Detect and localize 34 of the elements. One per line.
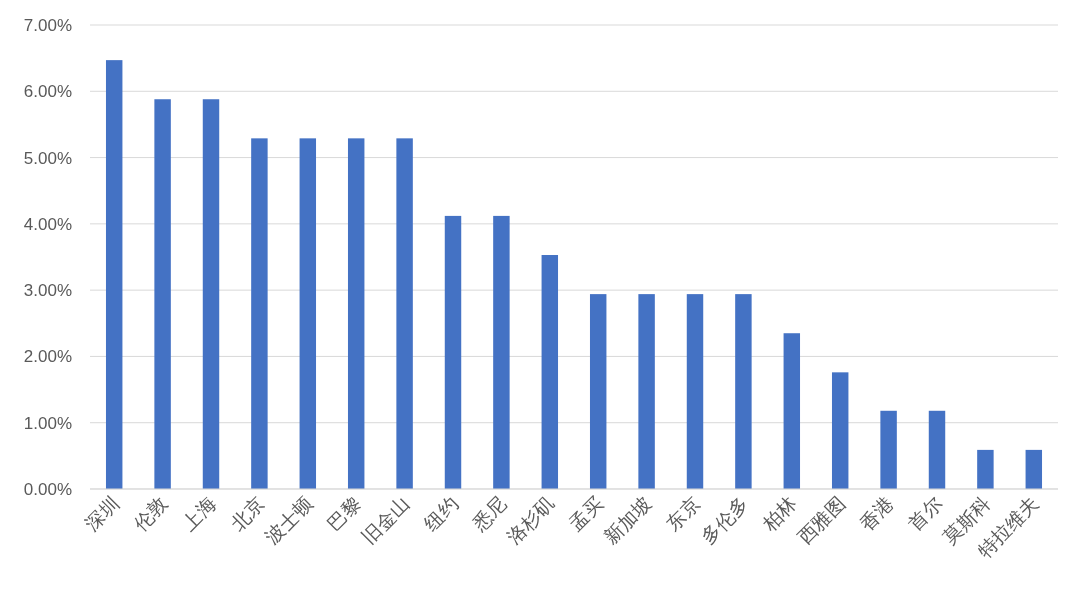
bar bbox=[493, 215, 510, 489]
x-tick-label: 伦敦 bbox=[129, 492, 172, 535]
bar bbox=[1025, 449, 1043, 489]
bar bbox=[347, 138, 365, 489]
y-tick-label: 3.00% bbox=[23, 281, 72, 301]
y-tick-label: 0.00% bbox=[23, 480, 72, 499]
bar bbox=[105, 60, 123, 489]
bar bbox=[396, 138, 413, 489]
bar bbox=[202, 99, 220, 489]
x-tick-label: 深圳 bbox=[81, 492, 124, 535]
y-tick-label: 4.00% bbox=[23, 214, 72, 234]
x-tick-label: 香港 bbox=[855, 492, 898, 535]
y-tick-label: 5.00% bbox=[23, 148, 72, 168]
y-tick-label: 1.00% bbox=[23, 413, 72, 433]
bar bbox=[154, 99, 171, 489]
bar bbox=[444, 215, 462, 489]
y-tick-label: 7.00% bbox=[23, 16, 72, 35]
bar bbox=[783, 333, 801, 489]
bar bbox=[589, 294, 607, 489]
bar bbox=[251, 138, 268, 489]
bar bbox=[686, 294, 704, 489]
x-tick-label: 东京 bbox=[662, 492, 704, 535]
bar bbox=[928, 410, 946, 489]
bar bbox=[735, 294, 752, 489]
bar bbox=[977, 449, 994, 489]
x-tick-label: 上海 bbox=[178, 492, 220, 535]
y-tick-label: 2.00% bbox=[23, 347, 72, 367]
bar bbox=[880, 410, 897, 489]
bar bbox=[638, 294, 655, 489]
bar bbox=[299, 138, 317, 489]
y-tick-label: 6.00% bbox=[23, 82, 72, 102]
x-tick-label: 纽约 bbox=[420, 492, 462, 535]
bar bbox=[831, 372, 849, 489]
bar bbox=[541, 255, 559, 489]
